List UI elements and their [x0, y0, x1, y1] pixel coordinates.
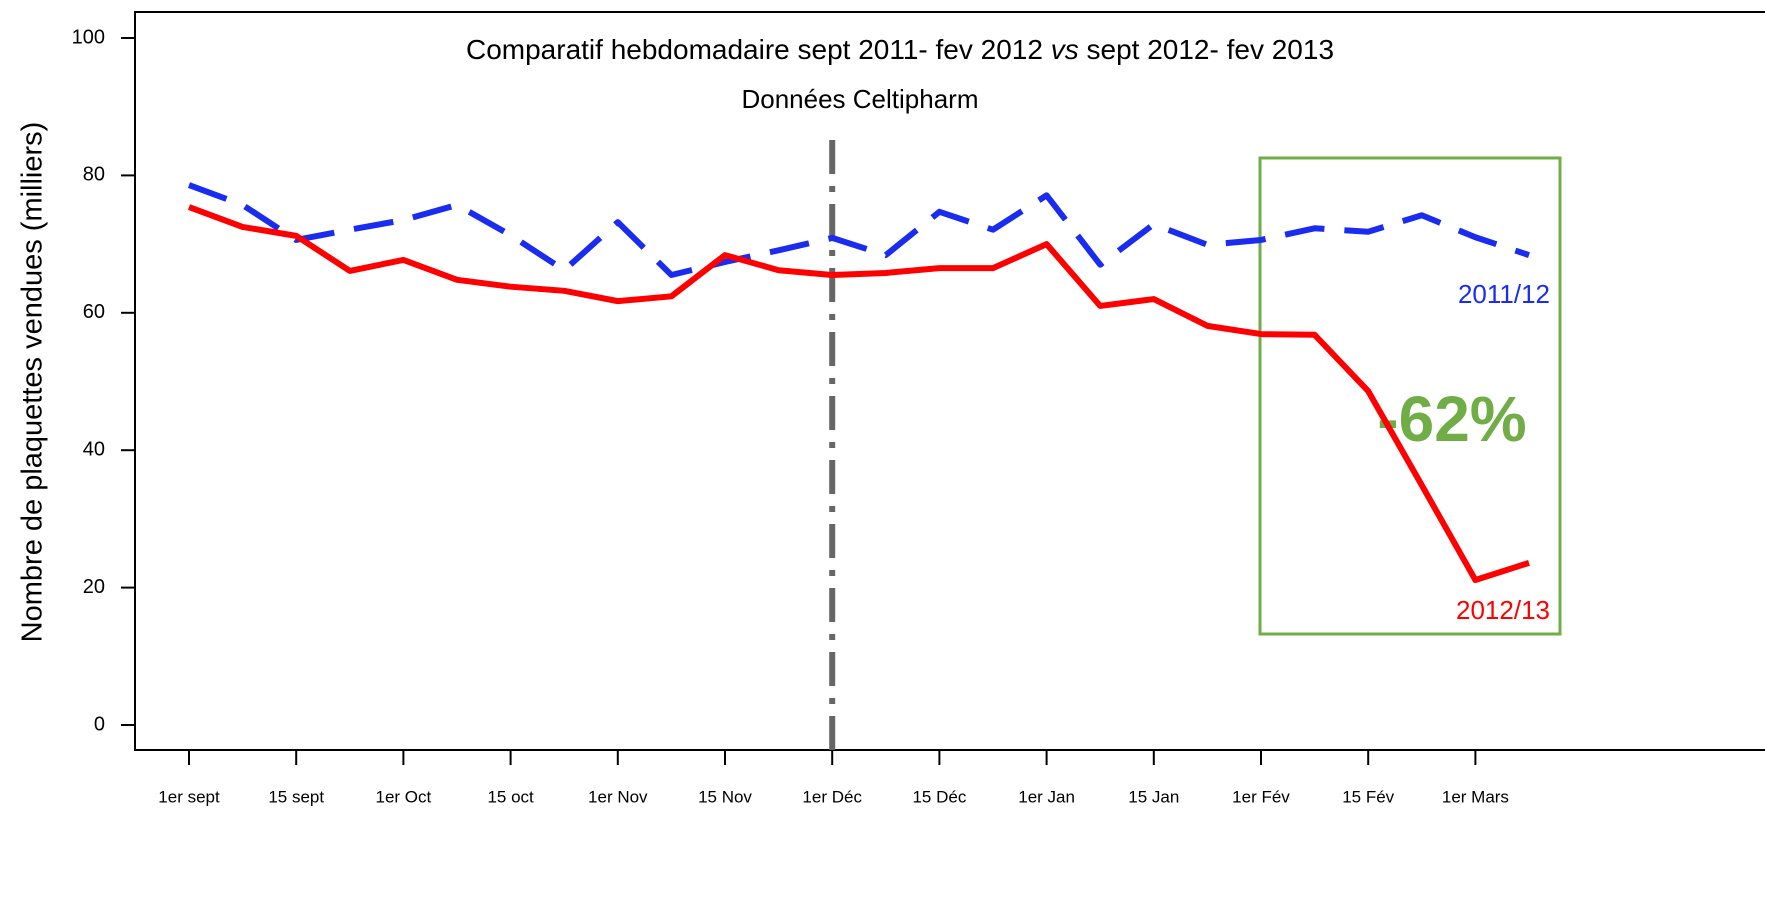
x-tick-label: 15 Nov — [698, 787, 752, 806]
series-line — [187, 204, 1530, 584]
x-tick-label: 1er Jan — [1018, 787, 1075, 806]
y-tick-label: 0 — [94, 713, 105, 735]
y-tick-label: 20 — [83, 576, 105, 598]
x-tick-label: 15 oct — [487, 787, 534, 806]
highlight-box — [1258, 156, 1562, 636]
x-tick-label: 1er Mars — [1442, 787, 1509, 806]
y-axis-label: Nombre de plaquettes vendues (milliers) — [17, 122, 49, 643]
y-tick-label: 80 — [83, 164, 105, 186]
chart-title: Comparatif hebdomadaire sept 2011- fev 2… — [466, 34, 1334, 65]
chart-subtitle: Données Celtipharm — [741, 84, 978, 114]
x-tick-label: 15 Jan — [1128, 787, 1179, 806]
y-tick-label: 40 — [83, 438, 105, 460]
x-tick-label: 1er sept — [158, 787, 220, 806]
series-label: 2012/13 — [1456, 595, 1550, 625]
series-line — [187, 182, 1530, 279]
annotation: -62% — [1377, 383, 1526, 455]
x-tick-label: 1er Déc — [802, 787, 862, 806]
x-tick-label: 15 Déc — [912, 787, 966, 806]
title-part: Comparatif hebdomadaire sept 2011- fev 2… — [466, 34, 1051, 65]
series-label: 2011/12 — [1458, 279, 1550, 309]
title-part: sept 2012- fev 2013 — [1079, 34, 1334, 65]
y-tick-label: 100 — [72, 26, 105, 48]
x-tick-label: 15 Fév — [1342, 787, 1394, 806]
x-tick-label: 15 sept — [268, 787, 324, 806]
title-part: vs — [1051, 34, 1079, 65]
x-tick-label: 1er Fév — [1232, 787, 1290, 806]
plot-frame — [134, 11, 1765, 751]
x-tick-label: 1er Nov — [588, 787, 648, 806]
x-tick-label: 1er Oct — [376, 787, 432, 806]
y-tick-label: 60 — [83, 301, 105, 323]
